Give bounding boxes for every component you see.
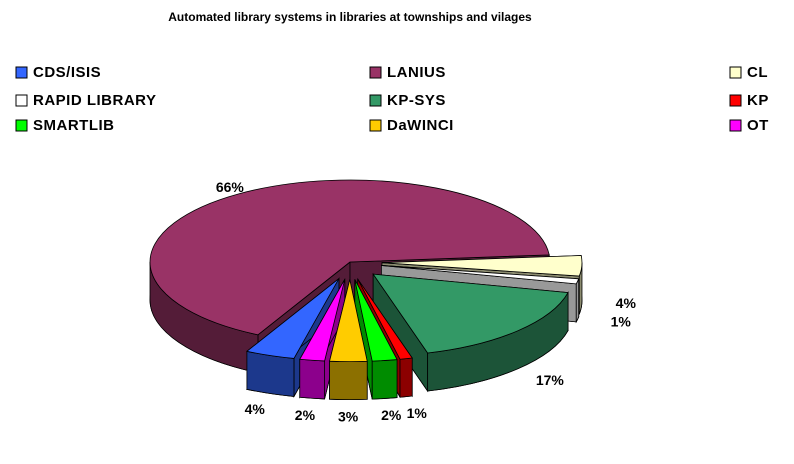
slice-side <box>371 359 398 400</box>
slice <box>245 278 340 359</box>
slice <box>354 279 398 362</box>
legend-label: KP-SYS <box>387 92 446 109</box>
data-label: 3% <box>338 408 359 424</box>
chart-title: Automated library systems in libraries a… <box>168 10 532 24</box>
legend-label: DaWINCI <box>387 117 454 134</box>
legend-label: LANIUS <box>387 64 446 81</box>
legend-label: CL <box>747 64 768 81</box>
data-label: 1% <box>611 314 632 330</box>
slice <box>357 278 413 360</box>
data-label: 4% <box>616 295 637 311</box>
data-label: 1% <box>407 405 428 421</box>
legend-label: OT <box>747 117 769 134</box>
legend-swatch <box>15 119 28 132</box>
slice <box>372 273 569 354</box>
slice <box>329 279 368 362</box>
slice-side <box>329 360 368 400</box>
slice-side <box>299 358 325 400</box>
legend-label: KP <box>747 92 769 109</box>
legend-label: SMARTLIB <box>33 117 115 134</box>
data-label: 4% <box>245 401 266 417</box>
slice <box>299 279 346 362</box>
data-label: 66% <box>216 179 245 195</box>
legend-label: CDS/ISIS <box>33 64 101 81</box>
slice-side <box>399 357 413 398</box>
legend-label: RAPID LIBRARY <box>33 92 156 109</box>
legend-swatch <box>369 119 382 132</box>
legend-swatch <box>729 94 742 107</box>
slice <box>381 265 580 285</box>
legend-swatch <box>15 66 28 79</box>
data-label: 2% <box>381 407 402 423</box>
data-label: 17% <box>536 372 565 388</box>
legend-swatch <box>369 66 382 79</box>
pie: 4% 1% 17% 1% 2% 3% 2% 4% 66% <box>149 179 637 424</box>
slice <box>149 179 550 336</box>
slice <box>381 255 583 277</box>
legend-swatch <box>15 94 28 107</box>
legend: CDS/ISIS LANIUS CL RAPID LIBRARY KP-SYS KP SMA… <box>15 64 769 134</box>
slice-side <box>575 278 580 324</box>
legend-swatch <box>729 66 742 79</box>
data-label: 2% <box>295 407 316 423</box>
legend-swatch <box>369 94 382 107</box>
legend-swatch <box>729 119 742 132</box>
